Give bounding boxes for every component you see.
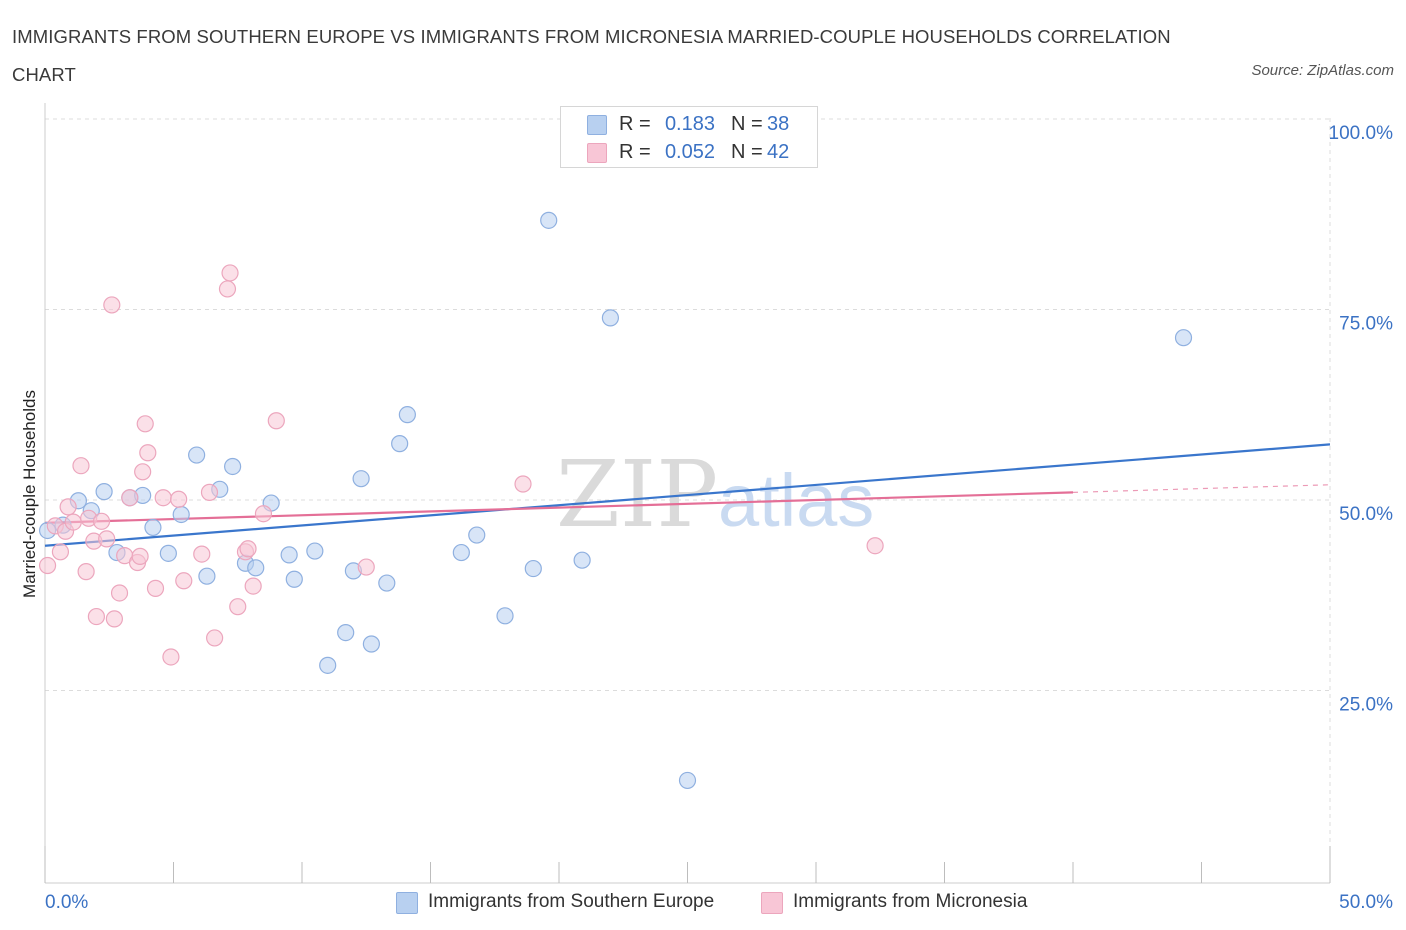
legend-row-pink: R = 0.052 N = 42 [561,138,817,166]
legend-swatch-blue [396,892,418,914]
point-micronesia [38,556,57,575]
point-micronesia [139,444,157,462]
point-southern-europe [352,470,370,488]
series-legend: Immigrants from Southern Europe Immigran… [0,888,1406,916]
legend-r-label: R = [619,113,651,135]
legend-swatch-pink [761,892,783,914]
point-southern-europe [306,542,324,560]
point-micronesia [221,264,239,282]
point-micronesia [267,412,285,430]
point-micronesia [162,648,180,666]
point-micronesia [193,545,211,563]
point-southern-europe [159,544,177,562]
trend-line-micronesia [44,491,1074,524]
legend-n-label: N = [731,141,763,163]
point-micronesia [244,577,262,595]
point-micronesia [206,629,224,647]
watermark: ZIP atlas [556,441,874,548]
point-micronesia [131,547,149,565]
legend-r-value-pink: 0.052 [664,141,715,163]
point-micronesia [514,475,532,493]
legend-r-value-blue: 0.183 [664,113,715,135]
trend-lines [44,443,1331,547]
point-southern-europe [378,574,396,592]
point-micronesia [134,463,152,481]
legend-swatch-blue [587,115,607,135]
point-micronesia [254,505,273,523]
point-micronesia [72,457,90,475]
x-tick-label: 0.0% [45,892,88,913]
point-micronesia [121,489,139,507]
data-points [38,211,1193,790]
point-micronesia [229,598,247,616]
point-southern-europe [398,406,416,424]
point-southern-europe [391,435,409,453]
point-micronesia [357,558,375,576]
chart-title: IMMIGRANTS FROM SOUTHERN EUROPE VS IMMIG… [12,26,1171,85]
legend-r-label: R = [619,141,651,163]
y-tick-labels: 100.0% 75.0% 50.0% 25.0% [1329,123,1394,716]
point-micronesia [77,563,95,581]
y-tick-label: 75.0% [1339,314,1393,335]
point-micronesia [146,579,165,597]
trend-line-southern-europe [44,443,1331,547]
point-micronesia [136,415,154,433]
point-southern-europe [601,309,620,327]
point-southern-europe [362,635,380,653]
point-southern-europe [468,526,486,544]
stats-legend: R = 0.183 N = 38 R = 0.052 N = 42 [560,106,818,168]
point-micronesia [175,572,193,590]
point-micronesia [51,543,70,561]
point-southern-europe [224,457,242,476]
point-micronesia [239,540,257,558]
point-micronesia [170,490,188,508]
point-southern-europe [678,771,697,790]
point-micronesia [218,280,237,298]
point-micronesia [64,513,82,531]
point-micronesia [59,498,77,516]
point-micronesia [110,584,129,602]
point-southern-europe [144,518,162,537]
point-southern-europe [285,570,303,588]
point-southern-europe [1174,329,1193,347]
point-micronesia [866,537,884,555]
legend-n-value-blue: 38 [767,113,790,135]
point-micronesia [200,483,219,501]
source-label: Source: ZipAtlas.com [1251,62,1394,79]
point-southern-europe [573,551,591,569]
point-southern-europe [280,546,298,564]
point-southern-europe [337,623,355,642]
point-micronesia [92,512,111,530]
trend-line-micronesia-extension [1072,484,1331,493]
y-tick-label: 25.0% [1339,695,1393,716]
point-micronesia [103,296,121,314]
point-micronesia [105,610,123,628]
point-micronesia [154,489,172,507]
legend-label-micronesia: Immigrants from Micronesia [793,891,1028,912]
legend-n-value-pink: 42 [767,141,790,163]
point-southern-europe [247,559,265,577]
point-southern-europe [95,483,113,501]
point-southern-europe [172,505,190,524]
point-southern-europe [540,211,558,229]
x-tick-labels: 0.0% 50.0% [45,892,1393,913]
y-axis-label: Married-couple Households [20,390,39,598]
legend-row-blue: R = 0.183 N = 38 [561,110,817,138]
point-southern-europe [496,607,514,625]
x-tick-label: 50.0% [1339,892,1393,913]
point-southern-europe [198,567,216,585]
point-micronesia [87,607,106,626]
point-southern-europe [452,543,470,562]
legend-label-southern-europe: Immigrants from Southern Europe [428,891,715,912]
y-tick-label: 100.0% [1329,123,1394,144]
axes [44,103,1331,884]
point-southern-europe [188,446,206,464]
point-southern-europe [524,559,542,578]
point-micronesia [98,530,116,548]
y-tick-label: 50.0% [1339,504,1393,525]
point-southern-europe [319,656,337,674]
legend-n-label: N = [731,113,763,135]
legend-swatch-pink [587,143,607,163]
